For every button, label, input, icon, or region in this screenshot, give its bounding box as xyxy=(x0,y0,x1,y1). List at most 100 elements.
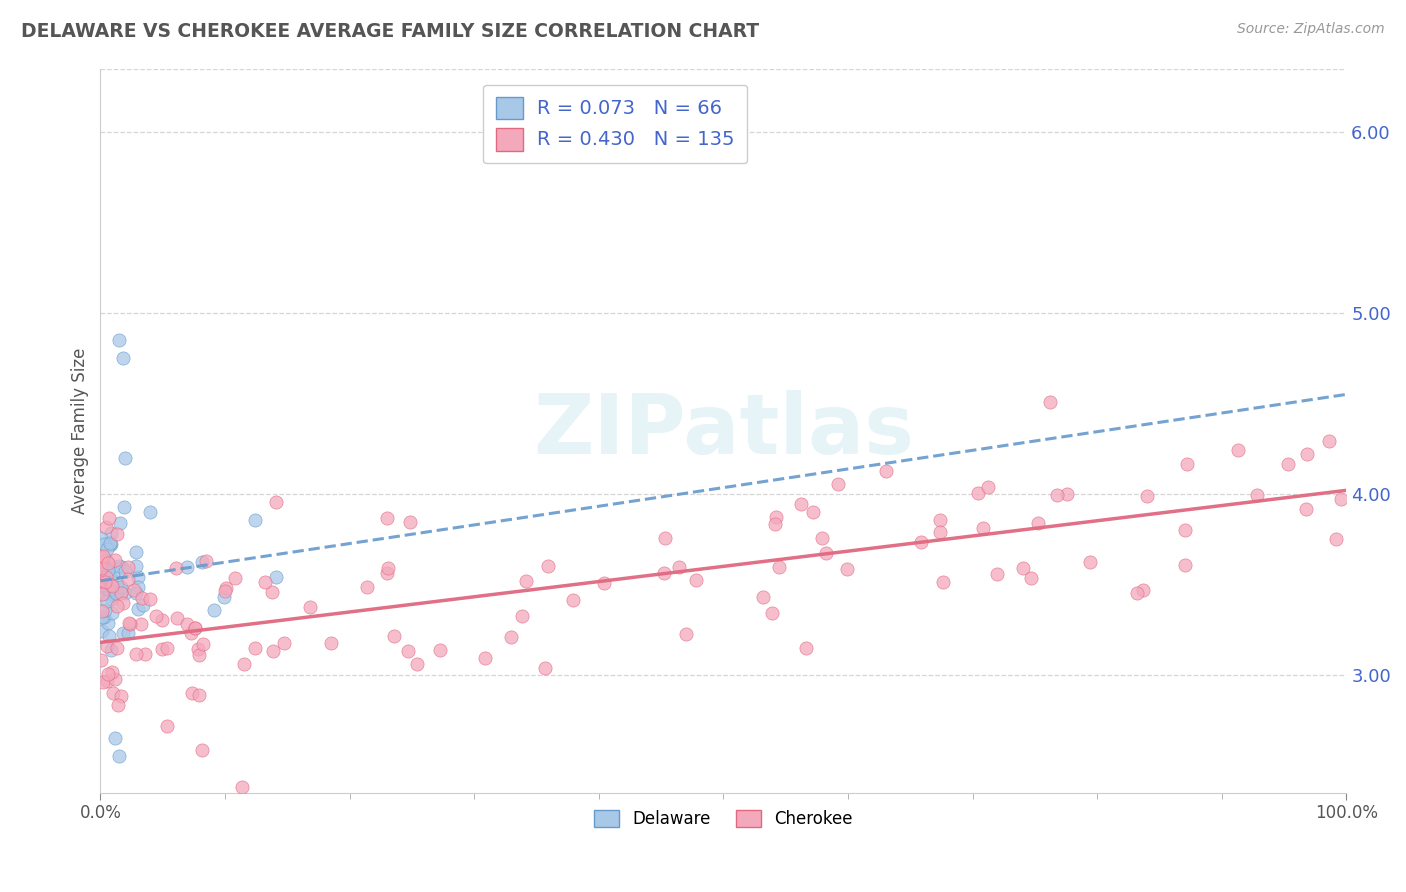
Point xyxy=(91,675,114,690)
Point xyxy=(986,567,1008,582)
Point xyxy=(150,641,173,656)
Point xyxy=(184,621,207,635)
Point xyxy=(125,559,148,574)
Point xyxy=(104,731,127,746)
Point xyxy=(90,571,112,585)
Point xyxy=(231,780,253,795)
Point xyxy=(94,580,117,594)
Point xyxy=(90,549,112,564)
Point xyxy=(105,581,128,595)
Point xyxy=(794,640,817,655)
Point xyxy=(117,572,139,586)
Point xyxy=(515,574,537,588)
Point xyxy=(262,644,284,658)
Point xyxy=(977,480,1000,494)
Point xyxy=(117,560,139,574)
Point xyxy=(233,657,256,672)
Point xyxy=(180,626,202,640)
Point xyxy=(375,566,398,580)
Point xyxy=(90,531,112,545)
Point xyxy=(243,641,266,656)
Point xyxy=(1174,523,1197,537)
Point xyxy=(176,559,198,574)
Point xyxy=(972,521,994,535)
Point xyxy=(94,553,117,567)
Point xyxy=(264,495,287,509)
Point xyxy=(101,591,124,606)
Point xyxy=(105,527,128,541)
Point xyxy=(191,743,214,757)
Point xyxy=(262,585,284,599)
Point xyxy=(101,566,124,581)
Point xyxy=(214,584,236,599)
Point xyxy=(685,573,707,587)
Point xyxy=(377,561,399,575)
Point xyxy=(118,616,141,631)
Point xyxy=(1246,488,1268,502)
Text: Source: ZipAtlas.com: Source: ZipAtlas.com xyxy=(1237,22,1385,37)
Point xyxy=(90,564,112,578)
Point xyxy=(98,558,121,572)
Point xyxy=(91,573,114,587)
Point xyxy=(114,564,136,578)
Point xyxy=(1175,457,1198,471)
Point xyxy=(155,718,177,732)
Point xyxy=(245,513,267,527)
Point xyxy=(108,516,131,531)
Point xyxy=(1046,488,1069,502)
Point xyxy=(801,505,824,519)
Point xyxy=(131,591,153,605)
Point xyxy=(101,665,124,679)
Point xyxy=(510,609,533,624)
Point xyxy=(101,606,124,620)
Point xyxy=(405,657,427,671)
Point xyxy=(356,580,378,594)
Point xyxy=(765,509,787,524)
Point xyxy=(652,566,675,580)
Point xyxy=(765,517,787,532)
Point xyxy=(1330,492,1353,507)
Point xyxy=(593,576,616,591)
Point xyxy=(1317,434,1340,448)
Point xyxy=(1019,571,1042,585)
Point xyxy=(111,626,134,640)
Point xyxy=(561,592,583,607)
Point xyxy=(91,549,114,564)
Point xyxy=(166,610,188,624)
Point xyxy=(145,608,167,623)
Point xyxy=(103,588,125,602)
Point xyxy=(1295,447,1317,461)
Point xyxy=(93,536,115,550)
Point xyxy=(100,537,122,551)
Point xyxy=(399,515,422,529)
Point xyxy=(266,570,288,584)
Point xyxy=(91,609,114,624)
Point xyxy=(181,686,204,700)
Point xyxy=(97,563,120,577)
Point xyxy=(96,542,118,557)
Point xyxy=(108,333,131,347)
Point xyxy=(125,545,148,559)
Point xyxy=(1295,502,1317,516)
Point xyxy=(97,666,120,681)
Point xyxy=(100,571,122,585)
Point xyxy=(875,464,897,478)
Point xyxy=(768,560,790,574)
Point xyxy=(98,536,121,550)
Point xyxy=(105,641,128,656)
Point xyxy=(1125,586,1147,600)
Point xyxy=(273,636,295,650)
Point xyxy=(96,570,118,584)
Point xyxy=(111,351,134,366)
Point xyxy=(127,580,149,594)
Point xyxy=(815,546,838,560)
Point xyxy=(122,583,145,598)
Text: DELAWARE VS CHEROKEE AVERAGE FAMILY SIZE CORRELATION CHART: DELAWARE VS CHEROKEE AVERAGE FAMILY SIZE… xyxy=(21,22,759,41)
Point xyxy=(105,574,128,589)
Point xyxy=(93,587,115,601)
Point xyxy=(90,653,112,667)
Point xyxy=(111,559,134,574)
Point xyxy=(125,585,148,599)
Point xyxy=(98,629,121,643)
Point xyxy=(134,647,156,661)
